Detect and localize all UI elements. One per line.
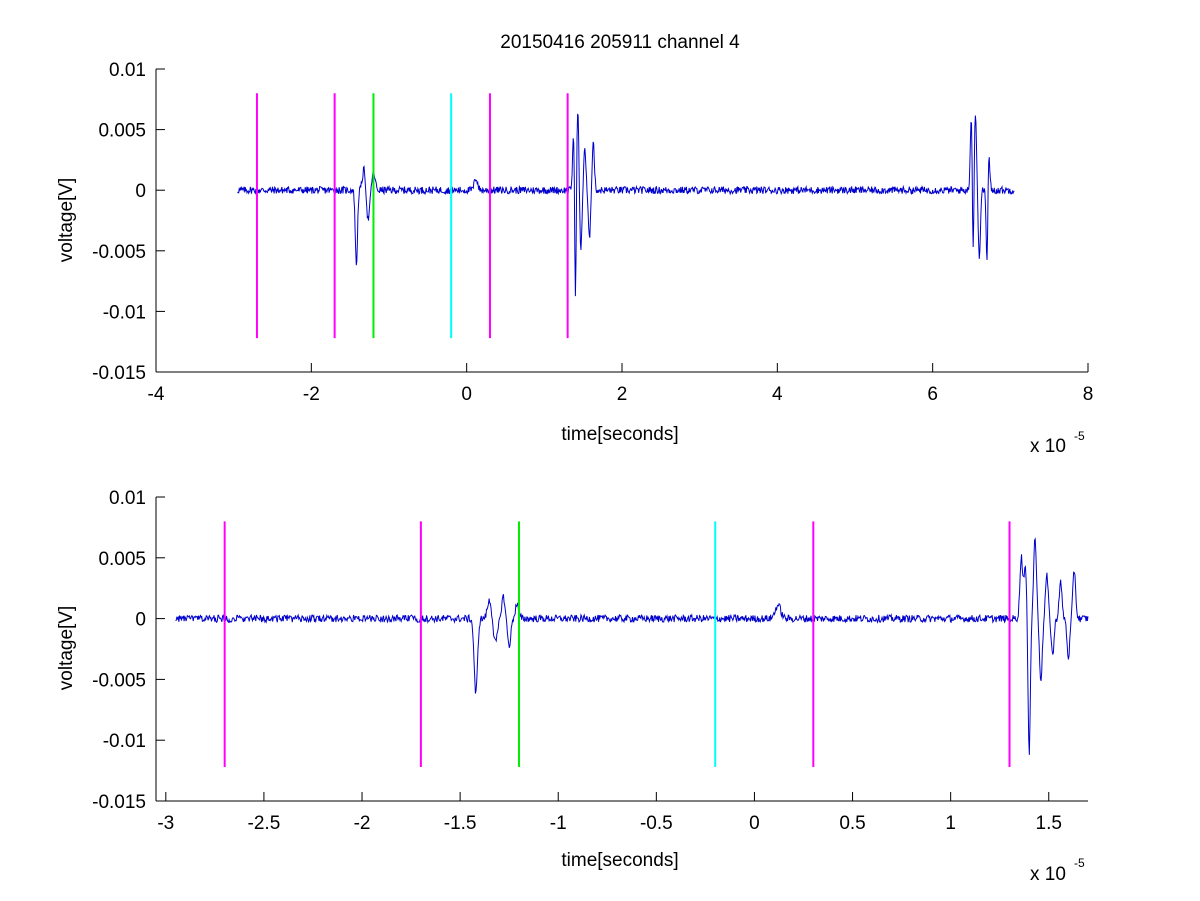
top-x-tick-label: 8 [1083,384,1094,405]
bottom-y-tick-label: 0.01 [109,488,146,509]
top-x-axis-label: time[seconds] [561,424,678,445]
top-x-multiplier: x 10 [1030,436,1066,457]
bottom-y-tick-label: -0.005 [92,670,146,691]
top-x-tick-label: 6 [927,384,938,405]
bottom-x-tick-label: -2.5 [248,813,281,834]
bottom-x-exponent: -5 [1074,856,1085,870]
bottom-x-tick-label: 0 [749,813,760,834]
bottom-y-tick-label: 0.005 [98,549,146,570]
bottom-plot-marks [175,521,1089,767]
top-plot-marks [237,93,1015,339]
top-signal-line [237,113,1015,297]
top-y-tick-label: -0.015 [92,363,146,384]
top-x-tick-label: 4 [772,384,783,405]
bottom-x-tick-label: -3 [157,813,174,834]
top-y-tick-label: -0.01 [103,302,146,323]
top-panel: -4 -2 0 2 4 6 8 -0.015 -0.01 -0.005 0 0.005 0.01 tim… [56,60,1093,457]
top-x-tick-label: 2 [617,384,628,405]
bottom-panel: -3 -2.5 -2 -1.5 -1 -0.5 0 0.5 1 1.5 -0.015 -0.01 -0.… [56,488,1089,885]
bottom-signal-line [175,537,1089,755]
bottom-x-tick-label: -0.5 [640,813,673,834]
top-x-tick-label: -4 [148,384,165,405]
bottom-y-tick-label: -0.01 [103,731,146,752]
bottom-x-multiplier: x 10 [1030,864,1066,885]
bottom-x-tick-label: 1 [945,813,956,834]
top-x-exponent: -5 [1074,429,1085,443]
bottom-x-tick-label: -2 [354,813,371,834]
bottom-x-tick-label: -1 [550,813,567,834]
top-x-tick-label: -2 [303,384,320,405]
figure-title: 20150416 205911 channel 4 [500,32,740,53]
bottom-y-tick-label: 0 [135,610,146,631]
top-ticks: -4 -2 0 2 4 6 8 -0.015 -0.01 -0.005 0 0.005 0.01 [92,60,1093,405]
bottom-x-tick-label: 0.5 [839,813,865,834]
bottom-x-axis-label: time[seconds] [561,850,678,871]
bottom-y-tick-label: -0.015 [92,792,146,813]
bottom-y-axis-label: voltage[V] [56,606,77,691]
bottom-x-tick-label: -1.5 [444,813,477,834]
bottom-ticks: -3 -2.5 -2 -1.5 -1 -0.5 0 0.5 1 1.5 -0.015 -0.01 -0.… [92,488,1062,834]
top-y-tick-label: -0.005 [92,242,146,263]
top-y-tick-label: 0 [135,181,146,202]
top-y-tick-label: 0.01 [109,60,146,81]
top-x-tick-label: 0 [461,384,472,405]
top-y-tick-label: 0.005 [98,121,146,142]
bottom-x-tick-label: 1.5 [1036,813,1062,834]
top-y-axis-label: voltage[V] [56,178,77,263]
